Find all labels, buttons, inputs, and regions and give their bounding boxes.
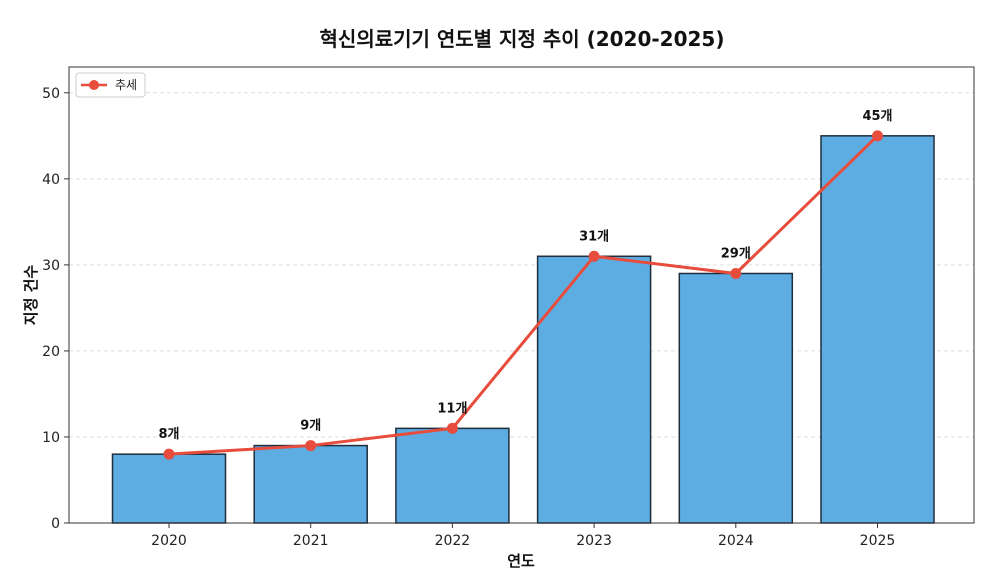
x-tick-label: 2024 [718, 533, 754, 549]
data-labels: 8개 9개 11개 31개 29개 45개 [158, 109, 892, 442]
y-axis-label: 지정 건수 [22, 265, 40, 326]
x-tick-label: 2020 [151, 533, 187, 549]
legend-marker-swatch [89, 80, 99, 90]
data-label: 11개 [437, 401, 467, 416]
x-tick-label: 2021 [293, 533, 329, 549]
x-tick-label: 2022 [435, 533, 471, 549]
data-label: 29개 [721, 246, 751, 261]
data-label: 31개 [579, 229, 609, 244]
x-tick-label: 2025 [860, 533, 896, 549]
bars [111, 135, 935, 524]
trend-point [872, 130, 883, 142]
trend-point [163, 448, 175, 460]
trend-point [588, 250, 600, 262]
legend-box [75, 72, 146, 98]
plot-frame [68, 66, 975, 524]
y-tick-label: 50 [42, 86, 60, 102]
trend-line [168, 134, 879, 456]
bar [820, 135, 935, 524]
y-tick-label: 0 [51, 516, 60, 532]
y-tick-label: 10 [42, 430, 60, 446]
bar [678, 272, 794, 524]
bar [536, 255, 652, 524]
grid-lines [69, 92, 974, 438]
bar [395, 427, 510, 524]
chart-title: 혁신의료기기 연도별 지정 추이 (2020-2025) [320, 27, 725, 51]
y-tick-label: 40 [42, 172, 60, 188]
trend-point [730, 267, 742, 279]
y-tick-label: 20 [42, 344, 60, 360]
trend-point [446, 422, 458, 434]
legend: 추세 [75, 72, 146, 98]
data-label: 8개 [158, 427, 179, 442]
x-axis-label: 연도 [507, 552, 535, 570]
bar [253, 444, 368, 524]
data-label: 45개 [862, 109, 892, 124]
data-label: 9개 [300, 419, 321, 434]
bar [111, 453, 227, 524]
y-axis-ticks: 0 10 20 30 40 50 [42, 86, 69, 532]
trend-point [305, 440, 317, 452]
x-tick-label: 2023 [576, 533, 612, 549]
y-tick-label: 30 [42, 258, 60, 274]
trend-polyline [168, 134, 879, 456]
trend-points [163, 130, 883, 460]
x-axis-ticks: 2020 2021 2022 2023 2024 2025 [151, 523, 895, 549]
legend-label: 추세 [115, 78, 137, 92]
